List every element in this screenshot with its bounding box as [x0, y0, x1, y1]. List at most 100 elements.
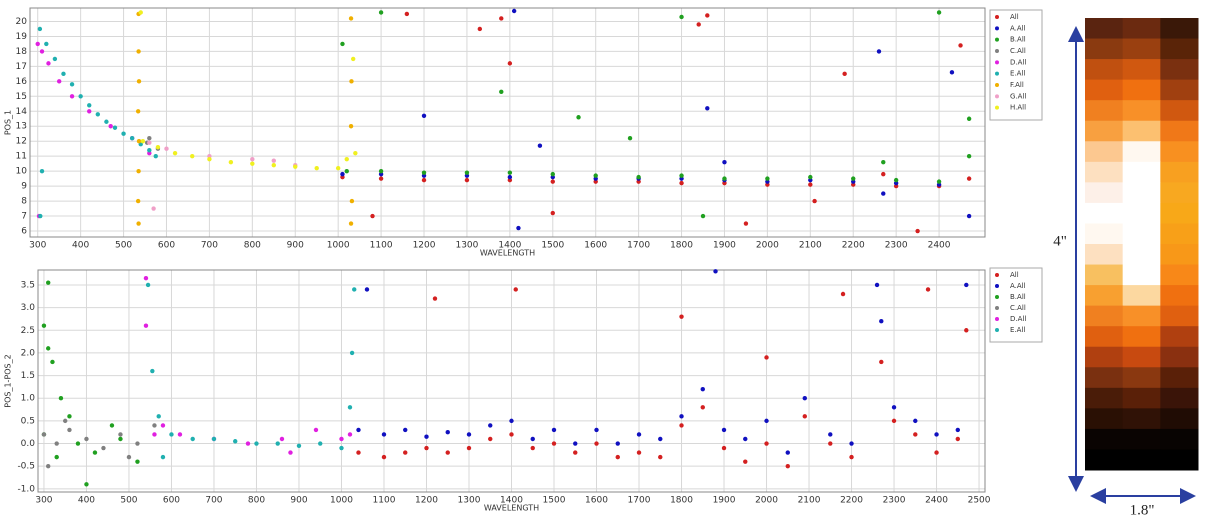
data-point	[70, 94, 74, 98]
data-point	[531, 437, 535, 441]
x-tick-label: 2500	[968, 496, 991, 506]
data-point	[136, 199, 140, 203]
data-point	[345, 169, 349, 173]
heat-cell	[1160, 39, 1198, 60]
x-tick-label: 1200	[413, 241, 436, 251]
data-point	[705, 106, 709, 110]
data-point	[967, 214, 971, 218]
data-point	[36, 42, 40, 46]
data-point	[722, 160, 726, 164]
data-point	[446, 430, 450, 434]
heat-cell	[1123, 285, 1161, 306]
data-point	[61, 72, 65, 76]
data-point	[135, 441, 139, 445]
data-point	[161, 423, 165, 427]
data-point	[849, 455, 853, 459]
y-tick-label: 0.0	[21, 439, 36, 449]
y-tick-label: 7	[21, 212, 27, 222]
heat-cell	[1160, 449, 1198, 470]
data-point	[151, 206, 155, 210]
data-point	[63, 419, 67, 423]
legend-label: All	[1010, 271, 1019, 279]
heat-cell	[1160, 367, 1198, 388]
y-tick-label: 6	[21, 227, 27, 237]
y-tick-label: 8	[21, 197, 27, 207]
data-point	[573, 441, 577, 445]
data-point	[147, 136, 151, 140]
data-point	[55, 455, 59, 459]
y-tick-label: 16	[16, 77, 28, 87]
data-point	[764, 419, 768, 423]
data-point	[272, 158, 276, 162]
data-point	[173, 151, 177, 155]
x-tick-label: 1600	[584, 241, 607, 251]
data-point	[637, 432, 641, 436]
data-point	[191, 437, 195, 441]
data-point	[147, 148, 151, 152]
data-point	[110, 423, 114, 427]
data-point	[424, 435, 428, 439]
x-tick-label: 1200	[415, 496, 438, 506]
data-point	[808, 182, 812, 186]
heat-cell	[1123, 449, 1161, 470]
data-point	[207, 157, 211, 161]
data-point	[356, 450, 360, 454]
data-point	[353, 151, 357, 155]
x-tick-label: 400	[72, 241, 89, 251]
y-tick-label: 2.5	[21, 326, 35, 336]
data-point	[178, 432, 182, 436]
data-point	[808, 175, 812, 179]
y-tick-label: -0.5	[17, 462, 35, 472]
data-point	[422, 178, 426, 182]
y-tick-label: 15	[16, 92, 27, 102]
data-point	[913, 419, 917, 423]
data-point	[152, 423, 156, 427]
data-point	[499, 90, 503, 94]
heat-cell	[1160, 408, 1198, 429]
x-tick-label: 1700	[627, 241, 650, 251]
y-tick-label: 19	[16, 32, 28, 42]
x-tick-label: 2400	[928, 241, 951, 251]
legend-marker	[995, 83, 999, 87]
data-point	[40, 169, 44, 173]
data-point	[422, 170, 426, 174]
data-point	[877, 49, 881, 53]
data-point	[937, 10, 941, 14]
data-point	[164, 146, 168, 150]
heat-cell	[1085, 223, 1123, 244]
data-point	[345, 157, 349, 161]
y-tick-label: -1.0	[17, 484, 35, 494]
heat-cell	[1123, 326, 1161, 347]
y-tick-label: 1.0	[21, 394, 36, 404]
data-point	[499, 16, 503, 20]
x-tick-label: 700	[201, 241, 218, 251]
data-point	[701, 214, 705, 218]
x-tick-label: 500	[120, 496, 137, 506]
y-tick-label: 18	[16, 47, 28, 57]
x-tick-label: 1000	[330, 496, 353, 506]
data-point	[272, 163, 276, 167]
data-point	[44, 42, 48, 46]
y-tick-label: 17	[16, 62, 27, 72]
height-label: 4"	[1053, 233, 1067, 249]
data-point	[514, 287, 518, 291]
data-point	[38, 27, 42, 31]
data-point	[894, 178, 898, 182]
data-point	[950, 70, 954, 74]
y-axis-label: POS_1	[4, 110, 13, 135]
data-point	[70, 82, 74, 86]
x-tick-label: 800	[244, 241, 261, 251]
heat-cell	[1085, 449, 1123, 470]
x-tick-label: 500	[115, 241, 132, 251]
data-point	[576, 115, 580, 119]
heat-cell	[1160, 141, 1198, 162]
x-tick-label: 900	[290, 496, 307, 506]
legend-label: H.All	[1010, 104, 1026, 112]
data-point	[254, 441, 258, 445]
data-point	[340, 42, 344, 46]
x-tick-label: 1800	[670, 241, 693, 251]
data-point	[76, 441, 80, 445]
y-axis-label: POS_1-POS_2	[4, 354, 13, 407]
data-point	[113, 126, 117, 130]
heat-cell	[1123, 203, 1161, 224]
